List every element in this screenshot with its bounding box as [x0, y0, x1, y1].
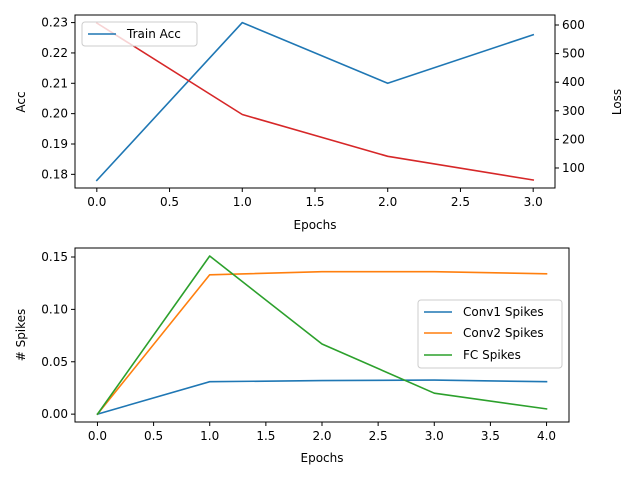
spikes-legend: Conv1 Spikes Conv2 Spikes FC Spikes [417, 299, 563, 369]
loss-y-label: Loss [610, 89, 624, 115]
spikes-y-tick-label: 0.05 [41, 355, 68, 369]
accuracy-loss-y2-tick-label: 200 [562, 132, 585, 146]
spikes-x-tick-label: 2.0 [312, 429, 331, 443]
spikes-x-tick-label: 1.0 [200, 429, 219, 443]
loss-line [95, 21, 535, 181]
train-acc-line [95, 21, 535, 182]
spikes-legend-box [417, 299, 563, 369]
legend-label-conv2-spikes: Conv2 Spikes [463, 326, 544, 340]
spikes-y-tick-label: 0.15 [41, 250, 68, 264]
accuracy-loss-x-tick-label: 3.0 [524, 195, 543, 209]
spikes-y-tick-label: 0.10 [41, 302, 68, 316]
accuracy-loss-x-tick-label: 2.0 [378, 195, 397, 209]
accuracy-loss-x-tick-label: 0.0 [87, 195, 106, 209]
legend-label-conv1-spikes: Conv1 Spikes [463, 305, 544, 319]
accuracy-loss-y2-tick-label: 400 [562, 75, 585, 89]
accuracy-loss-y2-tick-label: 600 [562, 18, 585, 32]
spikes-x-tick-label: 3.5 [481, 429, 500, 443]
accuracy-loss-x-tick-label: 0.5 [160, 195, 179, 209]
spikes-x-tick-label: 1.5 [256, 429, 275, 443]
legend-label-train-acc: Train Acc [126, 27, 181, 41]
spikes-x-tick-label: 4.0 [537, 429, 556, 443]
accuracy-loss-legend-box [81, 21, 198, 47]
accuracy-loss-x-tick-label: 2.5 [451, 195, 470, 209]
legend-label-fc-spikes: FC Spikes [463, 348, 521, 362]
spikes-y-tick-label: 0.00 [41, 407, 68, 421]
accuracy-loss-y-tick-label: 0.20 [41, 107, 68, 121]
accuracy-loss-y2-tick-label: 100 [562, 161, 585, 175]
spikes-x-tick-label: 0.5 [144, 429, 163, 443]
spikes-x-tick-label: 2.5 [369, 429, 388, 443]
accuracy-loss-y-tick-label: 0.22 [41, 46, 68, 60]
accuracy-loss-x-tick-label: 1.5 [305, 195, 324, 209]
accuracy-y-label: Acc [14, 91, 28, 112]
accuracy-loss-chart: 0.0 0.5 1.0 1.5 2.0 2.5 3.0 0.18 0.19 0.20 0.21 0.… [14, 14, 624, 232]
accuracy-loss-y2-tick-label: 500 [562, 47, 585, 61]
accuracy-loss-legend: Train Acc [81, 21, 198, 47]
accuracy-loss-y2-tick-label: 300 [562, 104, 585, 118]
accuracy-loss-y-tick-label: 0.23 [41, 16, 68, 30]
accuracy-loss-y-tick-label: 0.18 [41, 167, 68, 181]
accuracy-loss-x-label: Epochs [294, 218, 337, 232]
accuracy-loss-y-tick-label: 0.19 [41, 137, 68, 151]
spikes-x-tick-label: 0.0 [88, 429, 107, 443]
conv2-spikes-line [96, 270, 548, 416]
spikes-chart: 0.0 0.5 1.0 1.5 2.0 2.5 3.0 3.5 4.0 0.00 0.05 0.10… [14, 247, 570, 465]
spikes-y-label: # Spikes [14, 309, 28, 362]
accuracy-loss-y-tick-label: 0.21 [41, 76, 68, 90]
accuracy-loss-x-tick-label: 1.0 [233, 195, 252, 209]
spikes-x-tick-label: 3.0 [425, 429, 444, 443]
fc-spikes-line [96, 255, 548, 416]
spikes-x-label: Epochs [301, 451, 344, 465]
conv1-spikes-line [96, 379, 548, 416]
